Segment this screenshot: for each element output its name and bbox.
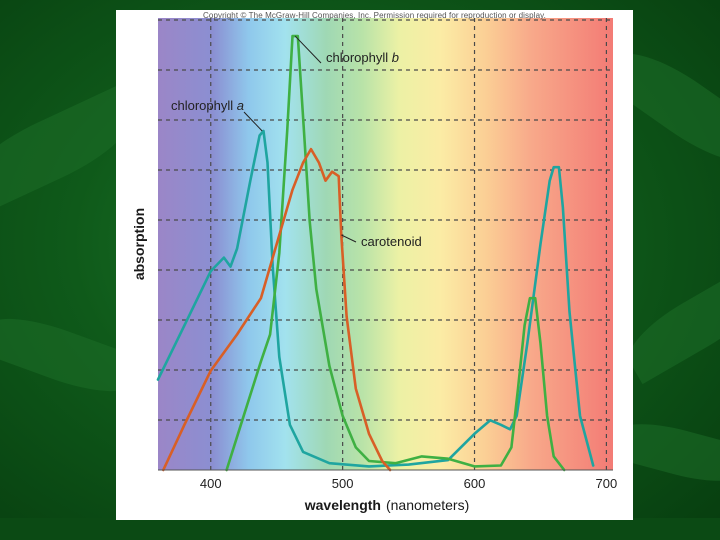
leader-chlorophyll-a [243, 111, 263, 132]
y-axis-label: absorption [131, 208, 147, 280]
curve-chlorophyll-a [156, 129, 595, 468]
x-axis-label: wavelength (nanometers) [304, 497, 470, 513]
curve-chlorophyll-b [225, 34, 566, 472]
absorption-spectrum-figure: Copyright © The McGraw-Hill Companies, I… [116, 10, 633, 520]
copyright-notice: Copyright © The McGraw-Hill Companies, I… [203, 11, 546, 20]
leader-chlorophyll-b [294, 35, 322, 64]
x-tick-label-600: 600 [464, 476, 486, 491]
x-tick-label-700: 700 [596, 476, 618, 491]
label-carotenoid: carotenoid [361, 234, 422, 249]
label-chlorophyll-a: chlorophyll a [171, 98, 244, 113]
leader-carotenoid [341, 234, 357, 243]
x-tick-label-500: 500 [332, 476, 354, 491]
spectrum-background [158, 18, 613, 470]
curve-carotenoid [162, 147, 392, 472]
curve-labels: chlorophyll a chlorophyll b carotenoid [171, 35, 422, 249]
slide-footer-band [0, 518, 720, 540]
x-tick-labels: 400 500 600 700 [200, 476, 617, 491]
x-tick-label-400: 400 [200, 476, 222, 491]
x-axis-units: (nanometers) [386, 497, 469, 513]
label-chlorophyll-b: chlorophyll b [326, 50, 399, 65]
curves-layer [156, 34, 595, 472]
x-axis-title: wavelength [304, 497, 381, 513]
